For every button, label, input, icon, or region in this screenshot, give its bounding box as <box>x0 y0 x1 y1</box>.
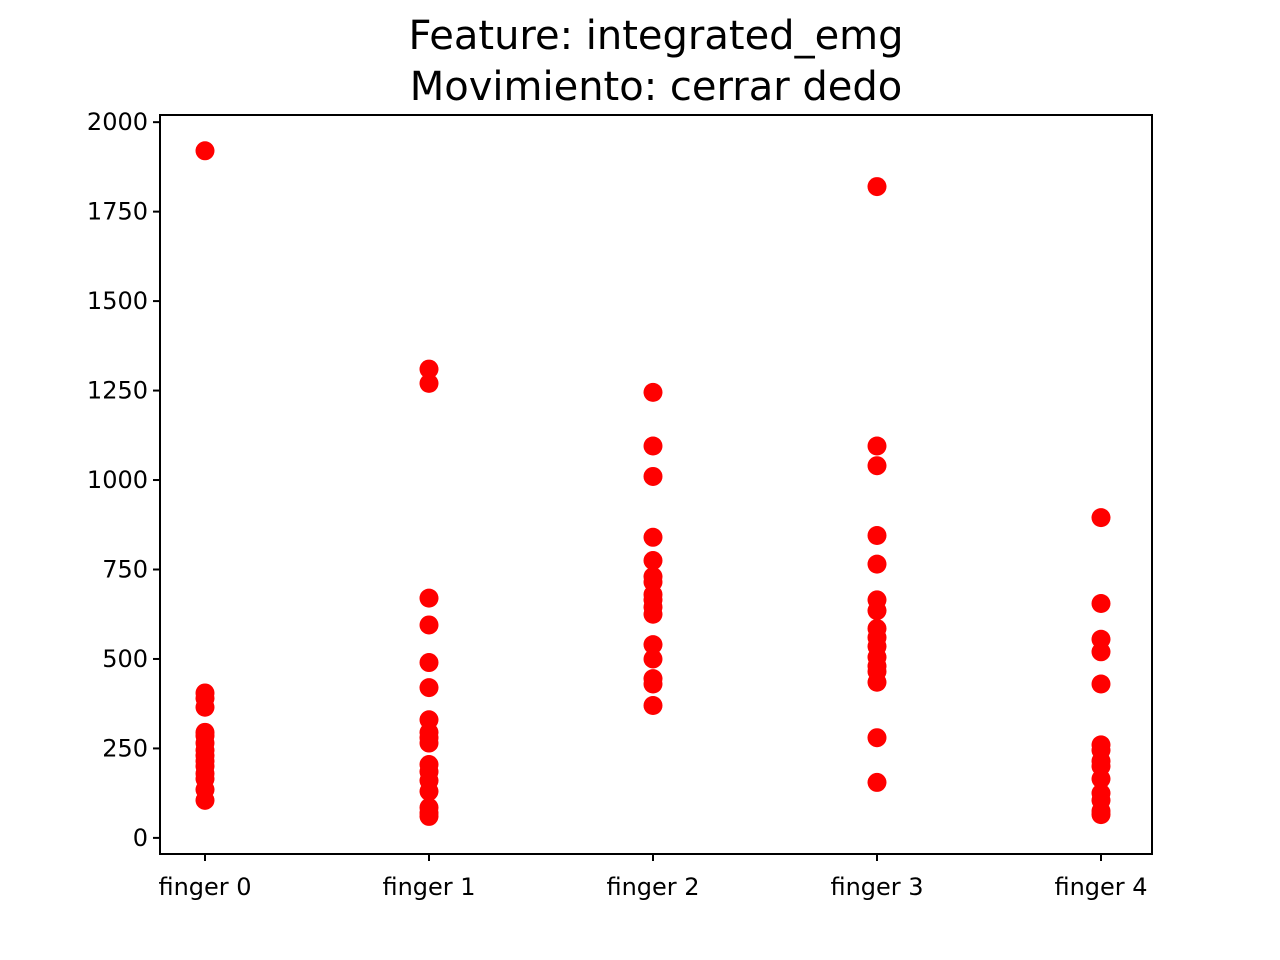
y-tick-label: 1250 <box>87 377 148 405</box>
data-point <box>419 615 439 635</box>
data-point <box>643 382 663 402</box>
data-point <box>643 527 663 547</box>
data-point <box>643 466 663 486</box>
data-point <box>419 781 439 801</box>
data-point <box>1091 508 1111 528</box>
data-point <box>195 697 215 717</box>
data-point <box>1091 769 1111 789</box>
y-tick-label: 1000 <box>87 466 148 494</box>
data-point <box>867 525 887 545</box>
data-point <box>643 635 663 655</box>
data-point <box>867 728 887 748</box>
x-tick-label: finger 4 <box>1054 873 1147 901</box>
data-point <box>195 790 215 810</box>
data-point <box>867 772 887 792</box>
data-point <box>867 177 887 197</box>
data-point <box>643 551 663 571</box>
data-point <box>643 604 663 624</box>
x-tick-label: finger 2 <box>606 873 699 901</box>
plot-area: 0 250 500 750 1000 1250 1500 1750 2000 finger 0 fi… <box>87 108 1148 901</box>
data-point <box>867 554 887 574</box>
data-point <box>419 733 439 753</box>
chart-subtitle: Movimiento: cerrar dedo <box>410 64 902 110</box>
data-point <box>1091 805 1111 825</box>
data-point <box>867 436 887 456</box>
data-point <box>419 373 439 393</box>
y-tick-label: 250 <box>102 734 148 762</box>
chart-title: Feature: integrated_emg <box>408 13 903 59</box>
y-tick-label: 500 <box>102 645 148 673</box>
x-tick-label: finger 3 <box>830 873 923 901</box>
y-tick-label: 1500 <box>87 287 148 315</box>
data-point <box>643 436 663 456</box>
axes-frame <box>159 114 1153 855</box>
x-tick-label: finger 0 <box>158 873 251 901</box>
y-tick-label: 1750 <box>87 198 148 226</box>
data-point <box>1091 674 1111 694</box>
data-point <box>643 674 663 694</box>
data-point <box>195 141 215 161</box>
data-point <box>643 649 663 669</box>
data-point <box>867 456 887 476</box>
data-point <box>867 601 887 621</box>
data-point <box>643 695 663 715</box>
data-point <box>419 653 439 673</box>
data-point <box>419 678 439 698</box>
data-point <box>1091 593 1111 613</box>
data-point <box>1091 642 1111 662</box>
data-point <box>867 672 887 692</box>
data-point <box>419 359 439 379</box>
data-point <box>419 588 439 608</box>
y-tick-label: 750 <box>102 555 148 583</box>
y-tick-label: 2000 <box>87 108 148 136</box>
x-tick-label: finger 1 <box>382 873 475 901</box>
data-point <box>419 806 439 826</box>
y-tick-label: 0 <box>133 824 148 852</box>
